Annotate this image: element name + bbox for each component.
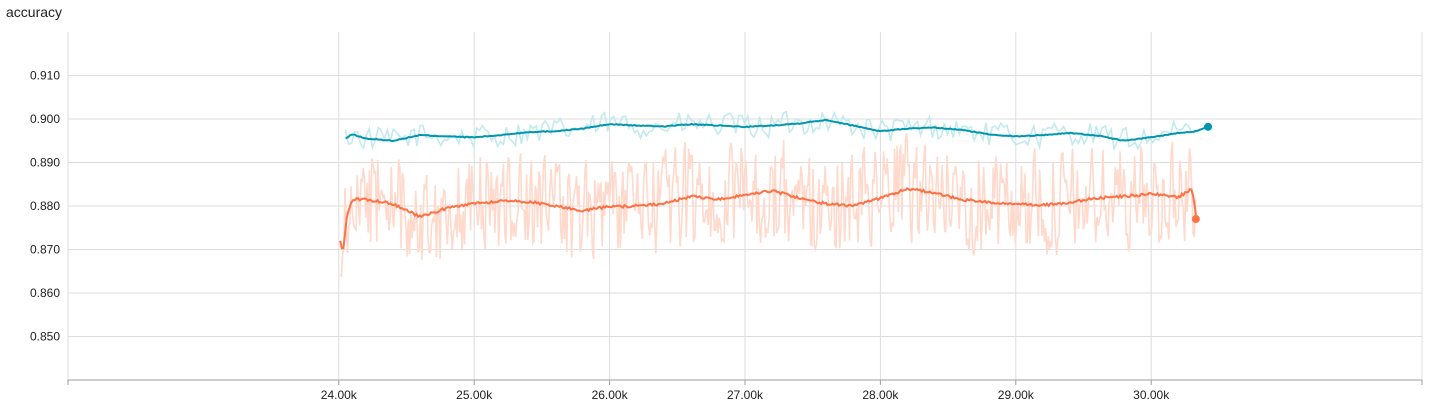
smoothed-series-line (339, 187, 1197, 250)
x-tick-label: 27.00k (727, 388, 764, 402)
series-last-point (1191, 215, 1200, 224)
chart-title: accuracy (6, 4, 63, 20)
axes (67, 379, 1423, 385)
series-layer (339, 118, 1209, 250)
x-tick-label: 29.00k (998, 388, 1035, 402)
x-tick-label: 28.00k (862, 388, 899, 402)
y-tick-label: 0.890 (30, 156, 60, 170)
x-tick-labels: 24.00k 25.00k 26.00k 27.00k 28.00k 29.00k 30.0… (321, 388, 1170, 402)
y-tick-label: 0.860 (30, 286, 60, 300)
y-tick-label: 0.880 (30, 199, 60, 213)
y-tick-label: 0.850 (30, 330, 60, 344)
x-tick-label: 26.00k (592, 388, 629, 402)
grid (67, 32, 1423, 380)
smoothed-series-line (345, 118, 1209, 143)
raw-series-line (339, 132, 1197, 278)
x-tick-label: 30.00k (1133, 388, 1170, 402)
y-tick-label: 0.900 (30, 112, 60, 126)
y-tick-label: 0.910 (30, 69, 60, 83)
y-tick-labels: 0.850 0.860 0.870 0.880 0.890 0.900 0.910 (30, 69, 60, 344)
raw-series-line (344, 110, 1195, 152)
series-last-point (1204, 122, 1213, 131)
y-tick-label: 0.870 (30, 243, 60, 257)
last-points (1191, 122, 1213, 224)
raw-series-layer (339, 110, 1197, 278)
x-tick-label: 25.00k (456, 388, 493, 402)
x-tick-label: 24.00k (321, 388, 358, 402)
